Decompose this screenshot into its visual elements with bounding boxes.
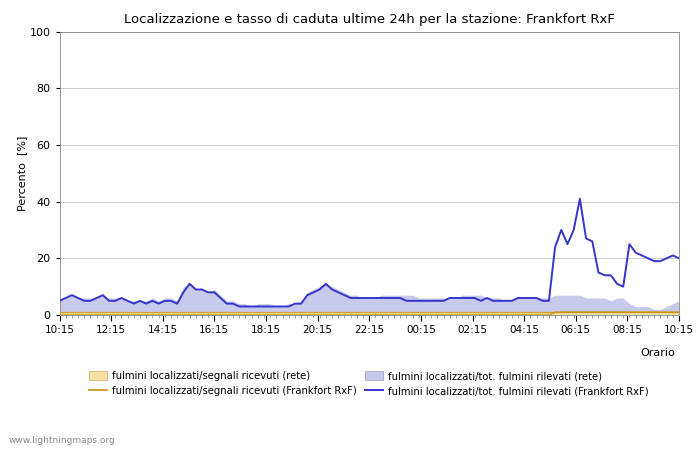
Y-axis label: Percento  [%]: Percento [%] [17, 135, 27, 211]
Title: Localizzazione e tasso di caduta ultime 24h per la stazione: Frankfort RxF: Localizzazione e tasso di caduta ultime … [124, 13, 615, 26]
Text: www.lightningmaps.org: www.lightningmaps.org [8, 436, 115, 445]
Legend: fulmini localizzati/segnali ricevuti (rete), fulmini localizzati/segnali ricevut: fulmini localizzati/segnali ricevuti (re… [90, 371, 649, 396]
Text: Orario: Orario [640, 348, 676, 358]
